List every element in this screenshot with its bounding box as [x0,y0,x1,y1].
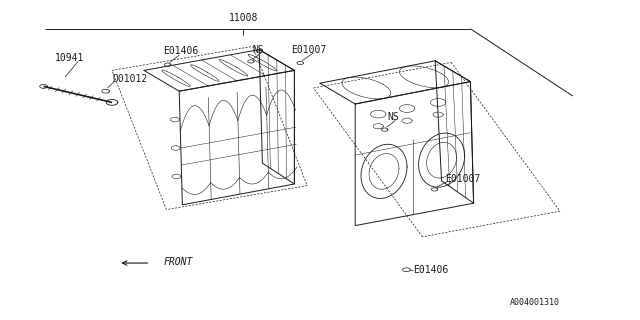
Text: D01012: D01012 [112,74,147,84]
Text: E01406: E01406 [163,46,198,56]
Text: 11008: 11008 [228,12,258,23]
Text: 10941: 10941 [54,52,84,63]
Text: FRONT: FRONT [163,257,193,267]
Text: NS: NS [387,112,399,122]
Text: E01406: E01406 [413,265,448,276]
Text: A004001310: A004001310 [510,298,560,307]
Text: E01007: E01007 [445,173,480,184]
Text: E01007: E01007 [291,44,326,55]
Text: NS: NS [253,44,264,55]
